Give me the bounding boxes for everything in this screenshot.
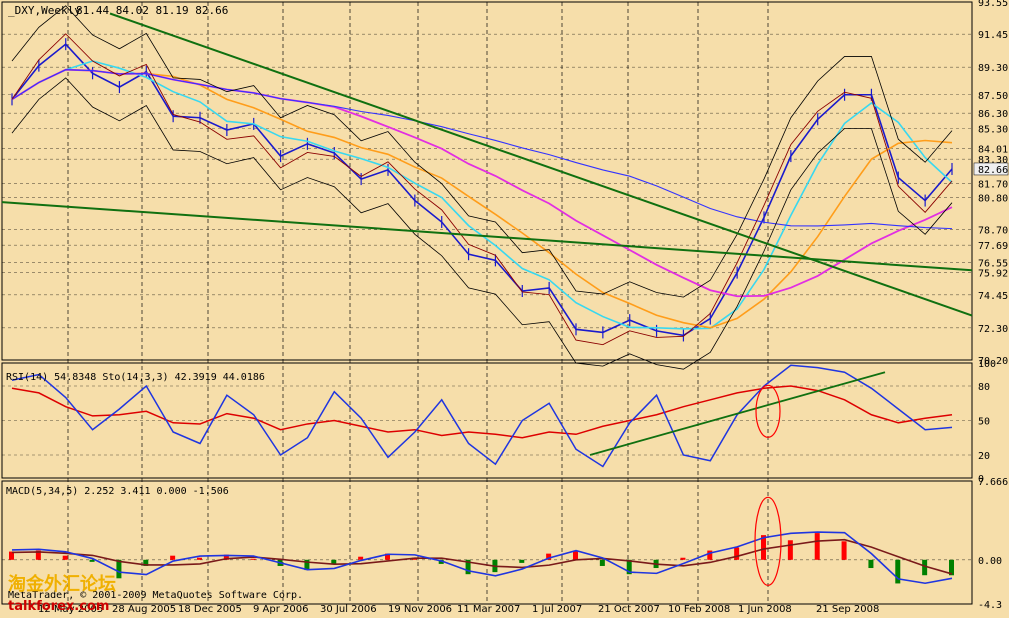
x-axis-date-label-8: 21 Oct 2007 — [598, 604, 660, 615]
price-tick-label-2: 89.30 — [978, 63, 1008, 74]
macd-histogram-bar-17 — [465, 559, 471, 575]
macd-tick-label-2: -4.3 — [978, 600, 1002, 611]
macd-histogram-bar-13 — [358, 556, 364, 560]
macd-tick-label-1: 0.00 — [978, 556, 1002, 567]
macd-histogram-bar-5 — [143, 559, 149, 566]
macd-histogram-bar-11 — [304, 559, 310, 571]
price-tick-label-11: 77.69 — [978, 241, 1008, 252]
trendline-lower — [1, 201, 973, 272]
macd-signal-line — [11, 538, 953, 575]
macd-highlight-ellipse — [754, 496, 782, 586]
current-price-label: 82.66 — [978, 165, 1008, 176]
trendline-upper — [109, 12, 973, 317]
macd-histogram-bar-3 — [89, 559, 95, 562]
macd-histogram-bar-2 — [62, 555, 68, 560]
chart-ohlc: 81.44 84.02 81.19 82.66 — [76, 4, 228, 17]
macd-histogram-bar-22 — [599, 559, 605, 566]
x-axis-date-label-3: 9 Apr 2006 — [253, 604, 308, 615]
macd-histogram-bar-25 — [680, 557, 686, 560]
rsi-tick-label-1: 80 — [978, 382, 990, 393]
x-axis-date-label-4: 30 Jul 2006 — [320, 604, 377, 615]
ma-longest-line — [11, 69, 953, 230]
x-axis-date-label-1: 28 Aug 2005 — [112, 604, 176, 615]
macd-histogram-bar-12 — [331, 559, 337, 564]
macd-label: MACD(5,34,5) 2.252 3.411 0.000 -1.506 — [6, 486, 229, 497]
copyright-label: MetaTrader, © 2001-2009 MetaQuotes Softw… — [8, 590, 303, 601]
rsi-tick-label-3: 20 — [978, 451, 990, 462]
x-axis-date-label-2: 18 Dec 2005 — [178, 604, 242, 615]
macd-histogram-bar-19 — [519, 559, 525, 563]
rsi-tick-label-2: 50 — [978, 417, 990, 428]
macd-histogram-bar-30 — [814, 533, 820, 560]
price-tick-label-4: 86.30 — [978, 109, 1008, 120]
price-tick-label-14: 74.45 — [978, 291, 1008, 302]
macd-histogram-bar-23 — [626, 559, 632, 575]
x-axis-date-label-10: 1 Jun 2008 — [738, 604, 792, 615]
rsi-line — [11, 385, 953, 439]
x-axis-date-label-0: 12 May 2005 — [38, 604, 103, 615]
macd-histogram-bar-6 — [170, 555, 176, 560]
current-price-box — [973, 162, 1009, 176]
macd-histogram-bar-20 — [546, 553, 552, 560]
price-tick-label-12: 76.55 — [978, 259, 1008, 270]
price-tick-label-3: 87.50 — [978, 91, 1008, 102]
ma-mid-line — [11, 68, 953, 329]
stochastic-line — [11, 364, 953, 468]
macd-histogram-bar-35 — [949, 559, 954, 576]
x-axis-date-label-11: 21 Sep 2008 — [816, 604, 879, 615]
macd-histogram-bar-4 — [116, 559, 122, 579]
chart-header: _DXY,Weekly — [8, 4, 81, 17]
x-axis-date-label-6: 11 Mar 2007 — [457, 604, 520, 615]
macd-histogram-bar-28 — [761, 535, 766, 560]
macd-histogram-bar-33 — [895, 559, 901, 584]
macd-histogram-bar-27 — [734, 547, 740, 560]
envelope-line — [11, 33, 953, 346]
macd-histogram-bar-1 — [35, 550, 41, 560]
macd-histogram-bar-29 — [787, 540, 793, 560]
price-tick-label-15: 72.30 — [978, 324, 1008, 335]
price-series-line — [11, 43, 953, 337]
macd-histogram-bar-8 — [223, 554, 229, 560]
price-tick-label-0: 93.55 — [978, 0, 1008, 9]
price-tick-label-10: 78.70 — [978, 226, 1008, 237]
macd-histogram-bar-14 — [385, 553, 390, 560]
rsi-sto-label: RSI(14) 54.8348 Sto(14,3,3) 42.3919 44.0… — [6, 372, 265, 383]
macd-main-line — [11, 531, 953, 585]
macd-histogram-bar-34 — [922, 559, 928, 576]
price-tick-label-7: 83.30 — [978, 155, 1008, 166]
price-tick-label-16: 70.20 — [978, 356, 1008, 367]
x-axis-date-label-5: 19 Nov 2006 — [388, 604, 452, 615]
macd-histogram-bar-21 — [573, 550, 578, 560]
rsi-tick-label-4: 0 — [978, 474, 984, 485]
bollinger-upper-line — [11, 5, 953, 298]
macd-tick-label-0: 7.666 — [978, 477, 1008, 488]
watermark-chinese: 淘金外汇论坛 — [8, 573, 116, 595]
bollinger-lower-line — [11, 77, 953, 370]
price-tick-label-13: 75.92 — [978, 268, 1008, 279]
price-tick-label-9: 80.80 — [978, 193, 1008, 204]
watermark-url: talkforex.com — [8, 599, 109, 614]
price-tick-label-1: 91.45 — [978, 30, 1008, 41]
macd-histogram-bar-16 — [438, 559, 444, 564]
rsi-trendline — [589, 371, 886, 456]
x-axis-date-label-7: 1 Jul 2007 — [532, 604, 582, 615]
macd-histogram-bar-0 — [9, 551, 14, 560]
price-tick-label-6: 84.01 — [978, 144, 1008, 155]
macd-histogram-bar-9 — [250, 558, 256, 560]
rsi-highlight-ellipse — [755, 384, 781, 438]
price-tick-label-5: 85.30 — [978, 124, 1008, 135]
macd-histogram-bar-31 — [841, 541, 847, 560]
x-axis-date-label-9: 10 Feb 2008 — [668, 604, 730, 615]
macd-histogram-bar-32 — [868, 559, 874, 569]
price-tick-label-8: 81.70 — [978, 180, 1008, 191]
rsi-tick-label-0: 100 — [978, 359, 996, 370]
macd-histogram-bar-26 — [707, 550, 713, 560]
macd-histogram-bar-7 — [197, 557, 202, 560]
